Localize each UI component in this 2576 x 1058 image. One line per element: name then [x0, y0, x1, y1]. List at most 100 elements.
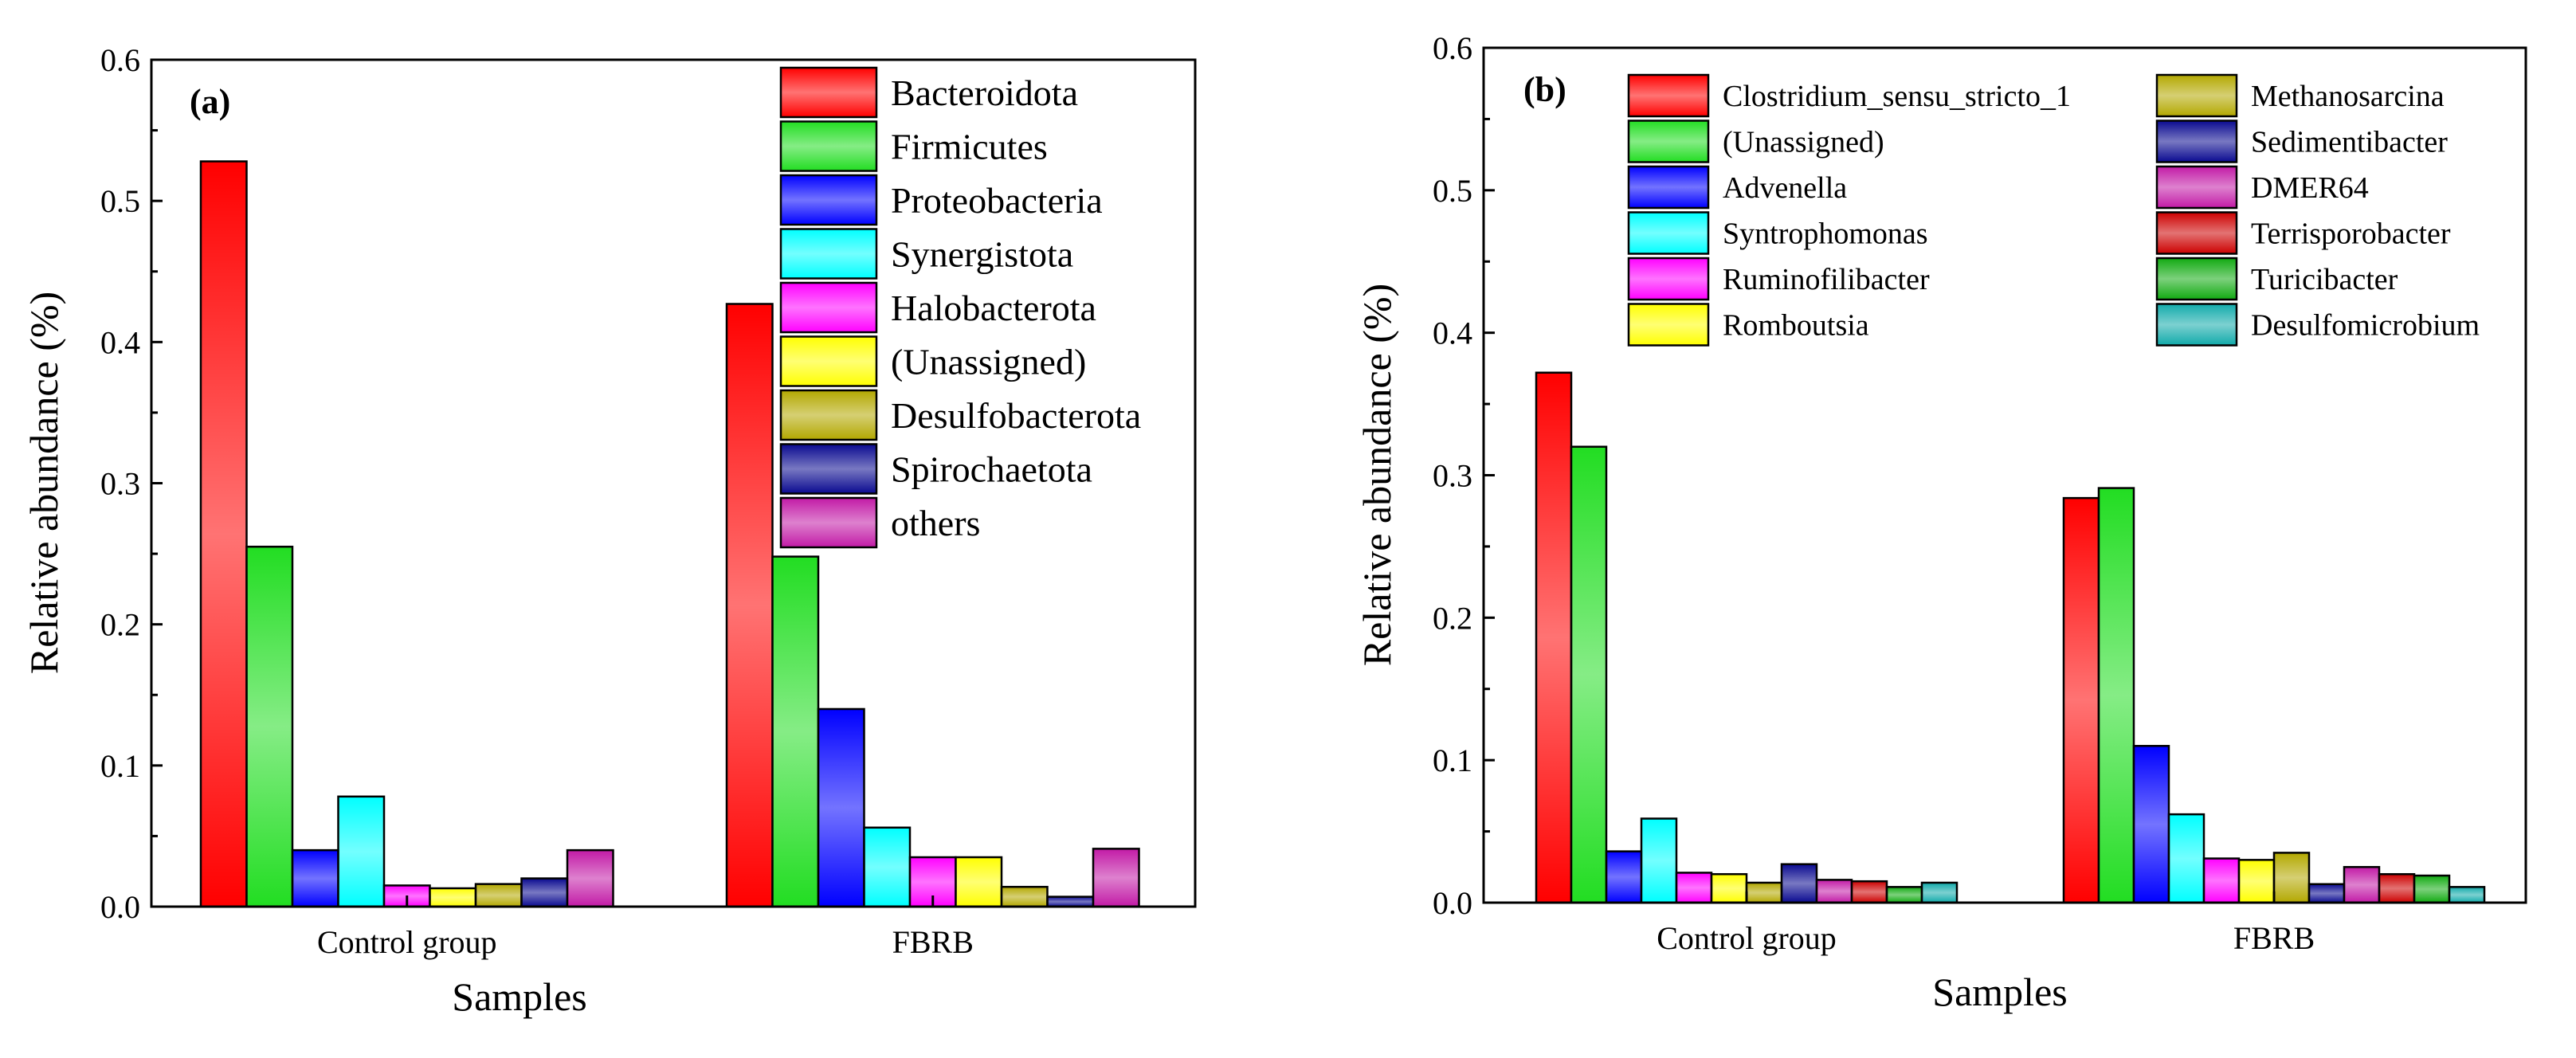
y-tick-label: 0.1	[100, 748, 140, 784]
legend-label-romboutsia: Romboutsia	[1723, 309, 1869, 343]
y-tick-label: 0.3	[100, 466, 140, 502]
legend-swatch-proteobacteria	[779, 174, 878, 226]
bar-terrisporobacter-control-group	[1850, 880, 1888, 904]
panel-b-legend: Clostridium_sensu_stricto_1 (Unassigned) A…	[1627, 73, 2480, 347]
bar-romboutsia-control-group	[1710, 872, 1748, 904]
bar-romboutsia-fbrb	[2237, 859, 2276, 904]
bar-methanosarcina-fbrb	[2272, 852, 2311, 904]
x-tick-label-control-group: Control group	[317, 924, 497, 960]
legend-swatch-terrisporobacter	[2155, 211, 2238, 255]
legend-label-halobacterota: Halobacterota	[891, 288, 1096, 328]
bar-advenella-control-group	[1605, 850, 1643, 904]
y-tick-label: 0.3	[1433, 458, 1472, 494]
bar-spirochaetota-fbrb	[1046, 895, 1095, 908]
y-tick-label: 0.6	[1433, 30, 1472, 66]
legend-swatch-desulfobacterota	[779, 389, 878, 441]
legend-label-desulfobacterota: Desulfobacterota	[891, 395, 1141, 436]
panel-b-chart: 0.0 0.1 0.2 0.3 0.4 0.5 0.6 Control group FBRB (…	[1355, 30, 2527, 1014]
bar-synergistota-control-group	[337, 795, 386, 908]
legend-swatch-methanosarcina	[2155, 73, 2238, 118]
x-tick-label-fbrb: FBRB	[2233, 920, 2315, 956]
bar-proteobacteria-control-group	[291, 848, 339, 908]
y-tick-label: 0.1	[1433, 743, 1472, 778]
legend-label-advenella: Advenella	[1723, 171, 1847, 205]
legend-label-syntrophomonas: Syntrophomonas	[1723, 217, 1928, 251]
y-tick-label: 0.4	[1433, 315, 1472, 351]
panel-a-label: (a)	[190, 82, 230, 121]
bar-sedimentibacter-fbrb	[2307, 883, 2346, 904]
legend-label-firmicutes: Firmicutes	[891, 127, 1048, 167]
legend-swatch-syntrophomonas	[1627, 211, 1710, 255]
legend-label-methanosarcina: Methanosarcina	[2251, 80, 2445, 113]
legend-label-turicibacter: Turicibacter	[2251, 263, 2398, 296]
y-tick-label: 0.2	[100, 607, 140, 643]
bar-sedimentibacter-control-group	[1780, 863, 1818, 904]
legend-label-proteobacteria: Proteobacteria	[891, 180, 1103, 221]
bar-others-fbrb	[1092, 848, 1140, 908]
panel-b-label: (b)	[1523, 70, 1566, 109]
bar-dmer64-fbrb	[2343, 866, 2381, 904]
bar-desulfobacterota-fbrb	[1000, 885, 1049, 908]
bar-dmer64-control-group	[1815, 879, 1853, 904]
bar-desulfomicrobium-fbrb	[2448, 886, 2486, 904]
y-tick-label: 0.6	[100, 42, 140, 78]
bar-syntrophomonas-control-group	[1640, 817, 1678, 904]
y-tick-label: 0.5	[1433, 173, 1472, 209]
legend-label-clostridium-sensu-stricto-1: Clostridium_sensu_stricto_1	[1723, 80, 2071, 113]
panel-b-ticks: 0.0 0.1 0.2 0.3 0.4 0.5 0.6 Control group FBRB	[1433, 30, 2315, 956]
panel-b-y-axis-title: Relative abundance (%)	[1355, 284, 1399, 666]
panel-a-chart: 0.0 0.1 0.2 0.3 0.4 0.5 0.6 Control group FBRB (…	[22, 42, 1197, 1019]
bar-ruminofilibacter-fbrb	[2202, 857, 2241, 904]
legend-swatch-spirochaetota	[779, 443, 878, 495]
y-tick-label: 0.0	[1433, 885, 1472, 921]
legend-swatch-dmer64	[2155, 165, 2238, 210]
y-tick-label: 0.2	[1433, 600, 1472, 636]
legend-label-unassigned: (Unassigned)	[1723, 126, 1884, 159]
bar-methanosarcina-control-group	[1745, 881, 1783, 904]
legend-swatch-halobacterota	[779, 281, 878, 334]
legend-swatch-sedimentibacter	[2155, 120, 2238, 163]
panel-b-bars	[1535, 371, 2486, 904]
bar-desulfomicrobium-control-group	[1920, 881, 1958, 904]
y-tick-label: 0.4	[100, 324, 140, 360]
bar-ruminofilibacter-control-group	[1675, 872, 1713, 904]
bar-synergistota-fbrb	[863, 826, 912, 908]
legend-swatch-desulfomicrobium	[2155, 303, 2238, 347]
bar-unassigned-fbrb	[955, 856, 1003, 908]
panel-a-y-axis-title: Relative abundance (%)	[22, 292, 66, 674]
bar-bacteroidota-control-group	[199, 160, 248, 908]
legend-label-desulfomicrobium: Desulfomicrobium	[2251, 309, 2480, 343]
legend-swatch-unassigned	[1627, 120, 1710, 163]
bar-unassigned-fbrb	[2097, 487, 2135, 904]
bar-unassigned-control-group	[429, 887, 477, 908]
legend-swatch-others	[779, 496, 878, 549]
bar-proteobacteria-fbrb	[817, 707, 865, 908]
legend-swatch-turicibacter	[2155, 257, 2238, 301]
legend-swatch-synergistota	[779, 228, 878, 280]
bar-desulfobacterota-control-group	[474, 883, 523, 908]
panel-a-bars	[199, 160, 1140, 908]
legend-label-others: others	[891, 503, 980, 543]
bar-terrisporobacter-fbrb	[2378, 872, 2416, 904]
panel-a-ticks: 0.0 0.1 0.2 0.3 0.4 0.5 0.6 Control group FBRB	[100, 42, 974, 960]
y-tick-label: 0.5	[100, 183, 140, 219]
bar-turicibacter-control-group	[1885, 886, 1923, 904]
legend-label-spirochaetota: Spirochaetota	[891, 449, 1092, 490]
legend-label-synergistota: Synergistota	[891, 234, 1073, 275]
legend-label-ruminofilibacter: Ruminofilibacter	[1723, 263, 1930, 296]
legend-label-sedimentibacter: Sedimentibacter	[2251, 126, 2448, 159]
legend-label-bacteroidota: Bacteroidota	[891, 72, 1078, 113]
panel-b-x-axis-title: Samples	[1932, 970, 2067, 1014]
bar-spirochaetota-control-group	[520, 877, 569, 908]
legend-swatch-romboutsia	[1627, 303, 1710, 347]
bar-firmicutes-fbrb	[771, 555, 820, 908]
x-tick-label-control-group: Control group	[1657, 920, 1837, 956]
legend-label-terrisporobacter: Terrisporobacter	[2251, 217, 2451, 251]
bar-others-control-group	[566, 848, 614, 908]
legend-swatch-ruminofilibacter	[1627, 257, 1710, 301]
legend-swatch-clostridium-sensu-stricto-1	[1627, 73, 1710, 118]
y-tick-label: 0.0	[100, 889, 140, 925]
bar-clostridium-sensu-stricto-1-fbrb	[2062, 496, 2100, 904]
legend-swatch-bacteroidota	[779, 66, 878, 119]
